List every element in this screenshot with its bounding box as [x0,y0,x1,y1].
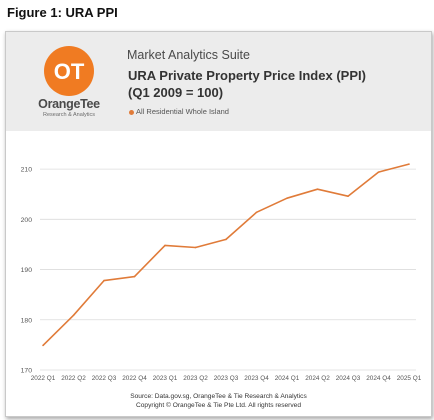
series-line-0 [42,163,410,346]
x-tick-label-1: 2022 Q2 [61,375,86,382]
chart-title-line1: URA Private Property Price Index (PPI) [128,68,366,83]
x-tick-label-8: 2024 Q1 [275,375,300,382]
y-tick-label-200: 200 [21,217,33,224]
data-point-6 [225,238,227,241]
x-tick-label-4: 2023 Q1 [153,375,178,382]
y-tick-label-170: 170 [21,368,33,375]
data-point-4 [164,244,166,247]
x-tick-label-11: 2024 Q4 [366,375,391,382]
line-chart: 170 180 190 200 210 2022 Q1 2022 Q2 2022 Q3 2022… [21,163,422,382]
brand-name: OrangeTee [38,97,100,111]
x-tick-label-3: 2022 Q4 [122,375,147,382]
chart-card: OT OrangeTee Research & Analytics Market… [5,31,432,417]
logo-text: OT [54,59,85,84]
x-tick-label-12: 2025 Q1 [397,375,422,382]
logo-icon: OT [54,59,85,84]
x-tick-label-6: 2023 Q3 [214,375,239,382]
chart-source: Source: Data.gov.sg, OrangeTee & Tie Res… [6,392,431,410]
data-point-7 [255,211,258,214]
suite-name: Market Analytics Suite [127,48,250,62]
x-tick-label-7: 2023 Q4 [244,375,269,382]
data-point-9 [316,188,319,190]
data-point-1 [72,314,75,317]
data-point-10 [347,195,349,198]
chart-title: URA Private Property Price Index (PPI) (… [128,67,366,101]
chart-title-line2: (Q1 2009 = 100) [128,85,224,100]
x-tick-label-5: 2023 Q2 [183,375,208,382]
y-tick-label-210: 210 [21,167,33,174]
y-tick-label-190: 190 [21,267,33,274]
legend-marker [129,109,134,115]
figure-title: Figure 1: URA PPI [7,5,118,20]
legend-label: All Residential Whole Island [136,107,229,116]
data-point-5 [194,246,197,249]
orangetee-logo: OT [44,46,94,96]
chart-header: OT OrangeTee Research & Analytics Market… [6,32,431,131]
data-point-2 [103,279,105,282]
data-point-0 [42,344,44,347]
x-tick-label-0: 2022 Q1 [31,375,56,382]
legend: All Residential Whole Island [129,107,229,116]
x-tick-label-2: 2022 Q3 [92,375,117,382]
data-point-12 [408,163,410,165]
copyright-text: Copyright © OrangeTee & Tie Pte Ltd. All… [135,402,302,409]
source-text: Source: Data.gov.sg, OrangeTee & Tie Res… [130,393,307,400]
brand-subtitle: Research & Analytics [43,112,95,118]
data-point-8 [286,197,288,200]
y-tick-label-180: 180 [21,317,33,324]
x-tick-label-9: 2024 Q2 [305,375,330,382]
data-point-11 [377,171,380,173]
data-point-3 [133,275,136,278]
x-tick-label-10: 2024 Q3 [336,375,361,382]
